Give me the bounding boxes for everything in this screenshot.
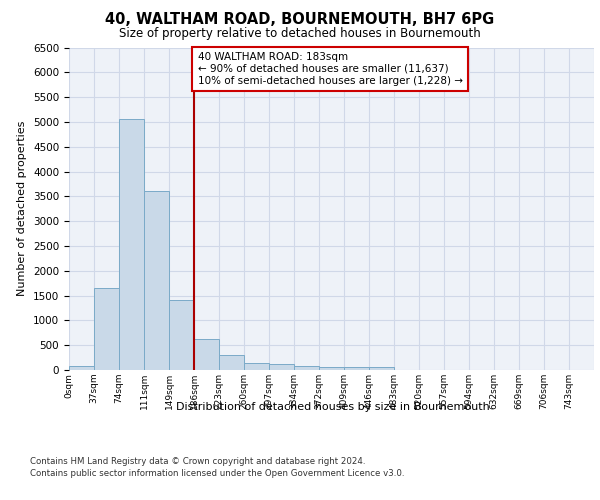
Bar [169,300,194,370]
Y-axis label: Number of detached properties: Number of detached properties [17,121,28,296]
Bar [144,192,169,370]
Bar [369,368,394,370]
Bar [119,120,144,370]
Bar [219,355,244,370]
Text: 40 WALTHAM ROAD: 183sqm
← 90% of detached houses are smaller (11,637)
10% of sem: 40 WALTHAM ROAD: 183sqm ← 90% of detache… [197,52,463,86]
Text: Contains public sector information licensed under the Open Government Licence v3: Contains public sector information licen… [30,469,404,478]
Bar [69,366,94,370]
Bar [344,368,369,370]
Bar [319,368,344,370]
Text: Distribution of detached houses by size in Bournemouth: Distribution of detached houses by size … [176,402,490,412]
Text: Contains HM Land Registry data © Crown copyright and database right 2024.: Contains HM Land Registry data © Crown c… [30,458,365,466]
Bar [244,362,269,370]
Bar [194,339,219,370]
Bar [269,364,294,370]
Bar [94,288,119,370]
Bar [294,366,319,370]
Text: 40, WALTHAM ROAD, BOURNEMOUTH, BH7 6PG: 40, WALTHAM ROAD, BOURNEMOUTH, BH7 6PG [106,12,494,28]
Text: Size of property relative to detached houses in Bournemouth: Size of property relative to detached ho… [119,28,481,40]
